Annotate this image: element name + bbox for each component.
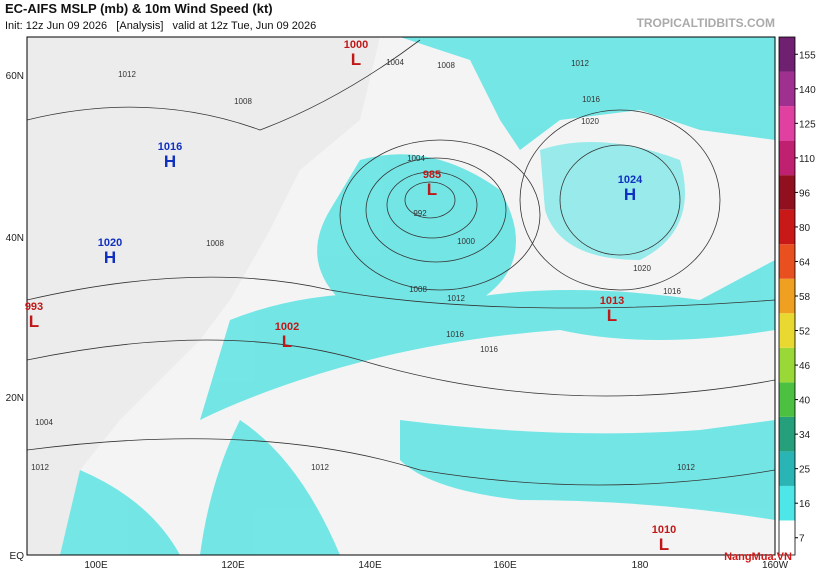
colorbar-label: 46 bbox=[799, 361, 811, 372]
colorbar-segment bbox=[779, 71, 795, 107]
colorbar-segment bbox=[779, 520, 795, 555]
isobar-label: 1012 bbox=[311, 463, 329, 472]
colorbar-label: 25 bbox=[799, 465, 811, 476]
isobar-label: 1016 bbox=[663, 287, 681, 296]
lat-label: 40N bbox=[6, 233, 24, 244]
colorbar-label: 7 bbox=[799, 534, 805, 545]
isobar-label: 1012 bbox=[677, 463, 695, 472]
colorbar-label: 40 bbox=[799, 396, 811, 407]
isobar-label: 1016 bbox=[446, 330, 464, 339]
center-letter: L bbox=[427, 180, 437, 199]
colorbar-segment bbox=[779, 382, 795, 417]
isobar-label: 1012 bbox=[31, 463, 49, 472]
lon-label: 160W bbox=[762, 560, 789, 571]
lon-label: 160E bbox=[493, 560, 517, 571]
center-value: 1020 bbox=[98, 237, 122, 249]
isobar-label: 1016 bbox=[582, 95, 600, 104]
isobar-label: 1008 bbox=[437, 61, 455, 70]
isobar-label: 1020 bbox=[633, 264, 651, 273]
colorbar-segment bbox=[779, 278, 795, 314]
center-value: 1010 bbox=[652, 524, 676, 536]
colorbar-segment bbox=[779, 485, 795, 521]
site-credit: TROPICALTIDBITS.COM bbox=[637, 16, 775, 30]
center-letter: H bbox=[164, 152, 176, 171]
lon-label: 120E bbox=[221, 560, 245, 571]
lon-label: 140E bbox=[358, 560, 382, 571]
lat-label: EQ bbox=[10, 551, 25, 562]
subtitle: Init: 12z Jun 09 2026 [Analysis] valid a… bbox=[5, 20, 316, 32]
colorbar-segment bbox=[779, 244, 795, 279]
center-value: 985 bbox=[423, 169, 441, 181]
center-value: 993 bbox=[25, 301, 43, 313]
colorbar-segment bbox=[779, 347, 795, 383]
isobar-label: 1016 bbox=[480, 345, 498, 354]
colorbar-label: 64 bbox=[799, 257, 811, 268]
isobar-label: 1004 bbox=[35, 418, 53, 427]
title: EC-AIFS MSLP (mb) & 10m Wind Speed (kt) bbox=[5, 1, 273, 16]
colorbar-segment bbox=[779, 106, 795, 141]
isobar-label: 992 bbox=[413, 209, 427, 218]
colorbar-segment bbox=[779, 416, 795, 452]
colorbar-label: 125 bbox=[799, 119, 816, 130]
colorbar-label: 52 bbox=[799, 327, 811, 338]
center-letter: L bbox=[351, 50, 361, 69]
watermark: NangMua.VN bbox=[724, 551, 792, 563]
lat-label: 60N bbox=[6, 71, 24, 82]
isobar-label: 1004 bbox=[407, 154, 425, 163]
center-letter: L bbox=[282, 332, 292, 351]
colorbar-label: 80 bbox=[799, 223, 811, 234]
center-letter: L bbox=[29, 312, 39, 331]
center-letter: L bbox=[659, 535, 669, 554]
center-letter: H bbox=[624, 185, 636, 204]
isobar-label: 1012 bbox=[118, 70, 136, 79]
isobar-label: 1008 bbox=[206, 239, 224, 248]
lon-label: 100E bbox=[84, 560, 108, 571]
colorbar-segment bbox=[779, 209, 795, 245]
center-letter: L bbox=[607, 306, 617, 325]
colorbar-label: 96 bbox=[799, 188, 811, 199]
colorbar-segment bbox=[779, 451, 795, 486]
colorbar-segment bbox=[779, 140, 795, 176]
isobar-label: 1020 bbox=[581, 117, 599, 126]
map-area bbox=[27, 37, 775, 555]
center-value: 1002 bbox=[275, 321, 299, 333]
center-value: 1013 bbox=[600, 295, 624, 307]
colorbar-segment bbox=[779, 313, 795, 348]
isobar-label: 1008 bbox=[409, 285, 427, 294]
colorbar-segment bbox=[779, 175, 795, 210]
isobar-label: 1008 bbox=[234, 97, 252, 106]
colorbar-label: 58 bbox=[799, 292, 811, 303]
center-letter: H bbox=[104, 248, 116, 267]
lon-label: 180 bbox=[632, 560, 649, 571]
colorbar-label: 110 bbox=[799, 154, 815, 165]
center-value: 1016 bbox=[158, 141, 182, 153]
lat-label: 20N bbox=[6, 393, 24, 404]
center-value: 1024 bbox=[618, 174, 643, 186]
map-frame bbox=[26, 36, 776, 556]
center-value: 1000 bbox=[344, 39, 368, 51]
isobar-label: 1004 bbox=[386, 58, 404, 67]
land bbox=[27, 37, 380, 555]
colorbar-label: 140 bbox=[799, 85, 816, 96]
colorbar-label: 155 bbox=[799, 50, 816, 61]
isobar-label: 1012 bbox=[447, 294, 465, 303]
isobar-label: 1012 bbox=[571, 59, 589, 68]
colorbar-label: 16 bbox=[799, 499, 811, 510]
colorbar-label: 34 bbox=[799, 430, 811, 441]
wind-shading bbox=[60, 37, 775, 555]
isobars bbox=[27, 39, 775, 486]
colorbar-segment bbox=[779, 37, 795, 72]
isobar-label: 1000 bbox=[457, 237, 475, 246]
